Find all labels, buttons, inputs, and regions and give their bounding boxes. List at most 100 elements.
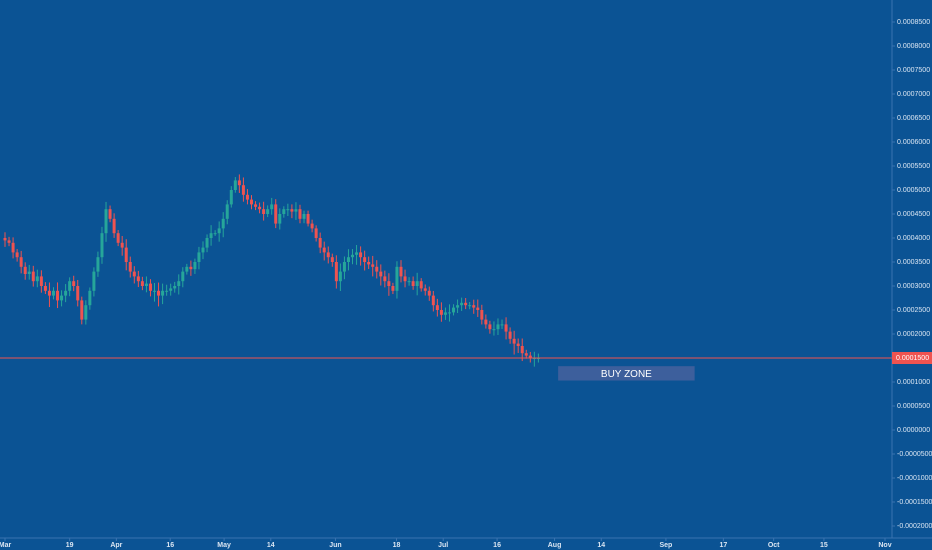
candle-body [334,262,338,282]
candle-body [298,209,302,219]
candle-body [116,233,120,243]
candle-body [395,266,399,291]
candle-body [411,281,415,286]
candle-body [181,271,185,282]
candle-body [185,266,189,272]
candle-body [209,233,213,238]
candle-body [431,295,435,306]
candle-body [512,338,516,344]
candle-body [367,262,371,265]
candle-body [415,281,419,286]
time-tick-label: 15 [820,542,828,549]
candle-body [128,262,132,272]
candle-body [383,276,387,282]
candle-body [464,302,468,306]
candle-body [468,305,472,307]
price-tick-label: 0.0002500 [897,307,930,314]
candle-body [3,238,7,241]
candle-body [173,286,177,289]
candle-body [229,190,233,205]
time-tick-label: 18 [393,542,401,549]
candle-body [387,281,391,286]
candle-body [165,290,169,292]
candle-body [427,290,431,296]
time-tick-label: Aug [548,542,562,549]
candle-body [524,353,528,356]
time-tick-label: 16 [166,542,174,549]
time-tick-label: 14 [597,542,605,549]
price-tick-label: 0.0000000 [897,427,930,434]
price-tick-label: 0.0008000 [897,43,930,50]
candle-body [23,266,27,274]
candle-body [322,247,326,253]
candle-body [169,288,173,291]
price-tick-label: 0.0003000 [897,283,930,290]
candle-body [492,329,496,331]
candle-body [213,233,217,235]
candle-body [104,209,108,234]
price-axis[interactable]: 0.0008500 0.0008000 0.0007500 0.0007000 0.00… [892,19,932,530]
candle-body [346,257,350,262]
candle-body [153,290,157,292]
candle-body [359,252,363,258]
candle-body [379,271,383,277]
candle-body [140,281,144,286]
time-tick-label: 14 [267,542,275,549]
candle-body [19,257,23,267]
candle-body [100,233,104,258]
candle-body [144,283,148,286]
candle-body [189,266,193,270]
candle-body [7,240,11,243]
candle-body [407,281,411,283]
candle-body [108,209,112,219]
candle-body [47,290,51,296]
candle-body [237,180,241,186]
candle-body [148,283,152,291]
candle-body [447,312,451,314]
price-tick-label: 0.0002000 [897,331,930,338]
candle-body [225,204,229,219]
candle-body [270,204,274,210]
candle-body [68,281,72,291]
time-tick-label: Mar [0,542,11,549]
candle-body [201,247,205,253]
candle-body [221,218,225,229]
candle-body [241,185,245,195]
candle-body [177,281,181,286]
candle-body [80,300,84,320]
current-price-label: 0.0001500 [896,355,929,362]
current-price-badge-box [892,352,932,364]
time-tick-label: Nov [878,542,891,549]
price-tick-label: 0.0007000 [897,91,930,98]
candle-body [484,319,488,325]
candle-body [391,286,395,291]
time-tick-label: Sep [659,542,672,549]
candle-body [39,276,43,286]
candle-body [342,262,346,272]
candle-body [504,324,508,332]
candle-body [15,252,19,258]
candle-body [403,276,407,282]
candle-body [472,305,476,308]
candle-body [136,276,140,282]
candle-body [500,324,504,326]
candle-body [290,209,294,212]
time-tick-label: Apr [110,542,122,549]
time-tick-label: Jul [438,542,448,549]
candle-body [363,257,367,262]
candle-body [11,242,15,253]
candle-body [43,286,47,291]
price-tick-label: 0.0000500 [897,403,930,410]
candle-body [124,247,128,262]
candle-body [419,281,423,289]
candle-body [84,305,88,320]
buy-zone-label: BUY ZONE [601,369,652,380]
time-axis[interactable]: Mar 19 Apr 16 May 14 Jun 18 Jul 16 Aug 14 Sep 17 Oct 15… [0,538,892,549]
candle-body [96,257,100,272]
candle-body [314,228,318,238]
time-tick-label: 19 [66,542,74,549]
price-tick-label: 0.0005000 [897,187,930,194]
time-tick-label: Oct [768,542,780,549]
